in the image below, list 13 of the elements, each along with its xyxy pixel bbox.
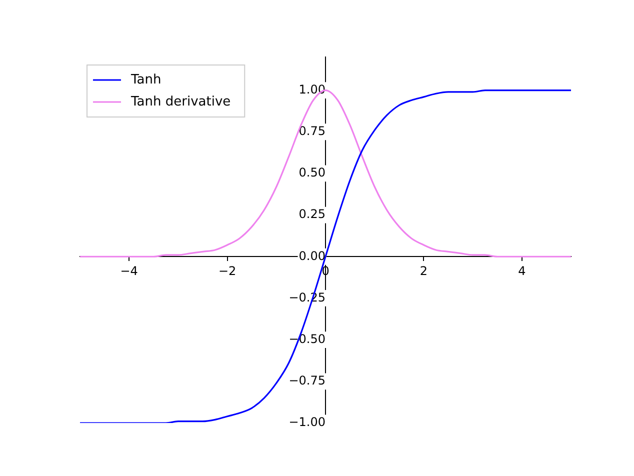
x-tick-label: −4 — [120, 264, 138, 278]
y-tick-label: −1.00 — [288, 415, 326, 430]
y-tick-label: 0.75 — [298, 124, 326, 138]
x-tick-label: 2 — [420, 264, 428, 278]
x-tick-label: −2 — [218, 264, 236, 278]
y-tick-label: 1.00 — [298, 82, 326, 96]
y-tick-label: 0.25 — [298, 207, 326, 222]
legend-label: Tanh — [130, 72, 162, 88]
y-tick-label: 0.00 — [298, 248, 326, 263]
y-tick-label: 0.50 — [298, 166, 326, 180]
legend-label: Tanh derivative — [130, 94, 231, 110]
y-tick-label: −0.75 — [288, 374, 326, 388]
x-tick-label: 4 — [518, 264, 526, 278]
